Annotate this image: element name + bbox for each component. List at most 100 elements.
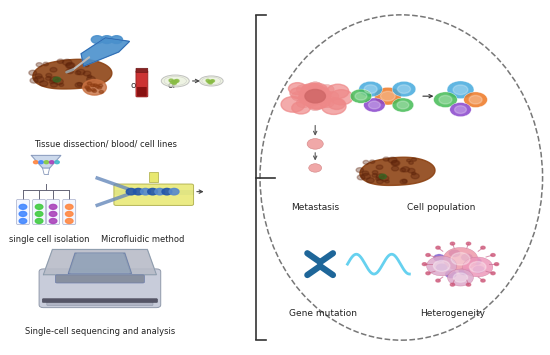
Circle shape bbox=[51, 82, 58, 87]
Circle shape bbox=[67, 63, 74, 68]
Circle shape bbox=[35, 76, 44, 82]
Circle shape bbox=[406, 159, 411, 162]
Circle shape bbox=[44, 161, 48, 164]
Circle shape bbox=[491, 272, 495, 275]
Circle shape bbox=[426, 253, 430, 256]
Circle shape bbox=[211, 80, 215, 82]
Circle shape bbox=[436, 263, 448, 271]
Circle shape bbox=[141, 189, 150, 195]
Circle shape bbox=[469, 95, 482, 104]
Circle shape bbox=[328, 98, 345, 109]
Circle shape bbox=[172, 80, 176, 83]
Circle shape bbox=[46, 73, 52, 77]
Circle shape bbox=[306, 95, 327, 109]
Circle shape bbox=[459, 267, 470, 275]
Circle shape bbox=[372, 174, 377, 177]
Circle shape bbox=[290, 88, 306, 99]
Circle shape bbox=[91, 84, 95, 87]
Circle shape bbox=[87, 60, 92, 64]
Circle shape bbox=[392, 166, 399, 171]
Circle shape bbox=[305, 89, 326, 103]
Circle shape bbox=[377, 179, 383, 184]
Circle shape bbox=[93, 84, 97, 87]
Circle shape bbox=[375, 87, 402, 105]
Circle shape bbox=[65, 219, 73, 223]
Circle shape bbox=[43, 62, 48, 66]
Circle shape bbox=[75, 71, 81, 75]
Circle shape bbox=[19, 212, 27, 217]
Circle shape bbox=[445, 271, 457, 278]
Circle shape bbox=[87, 75, 92, 78]
Circle shape bbox=[364, 85, 377, 93]
Circle shape bbox=[148, 189, 157, 195]
Text: Cell population: Cell population bbox=[408, 203, 476, 212]
Circle shape bbox=[50, 161, 54, 164]
Circle shape bbox=[358, 175, 365, 180]
Circle shape bbox=[350, 89, 372, 103]
FancyBboxPatch shape bbox=[63, 200, 76, 224]
Circle shape bbox=[362, 171, 369, 175]
Circle shape bbox=[409, 161, 414, 164]
Circle shape bbox=[99, 91, 103, 93]
Circle shape bbox=[172, 82, 177, 84]
Circle shape bbox=[402, 167, 410, 172]
Ellipse shape bbox=[161, 75, 189, 87]
Text: single cell isolation: single cell isolation bbox=[9, 235, 89, 244]
Polygon shape bbox=[360, 157, 435, 185]
Circle shape bbox=[50, 204, 57, 209]
Circle shape bbox=[470, 262, 486, 272]
Circle shape bbox=[308, 82, 322, 91]
Circle shape bbox=[296, 98, 311, 108]
Circle shape bbox=[35, 204, 43, 209]
Circle shape bbox=[59, 83, 64, 86]
Circle shape bbox=[392, 161, 399, 165]
Circle shape bbox=[392, 98, 414, 112]
Circle shape bbox=[327, 84, 349, 99]
Circle shape bbox=[35, 219, 43, 223]
Circle shape bbox=[40, 81, 48, 86]
Circle shape bbox=[314, 89, 331, 100]
Circle shape bbox=[466, 242, 471, 245]
Circle shape bbox=[372, 171, 378, 174]
Circle shape bbox=[301, 83, 323, 98]
Circle shape bbox=[54, 79, 63, 84]
Circle shape bbox=[36, 62, 42, 67]
Circle shape bbox=[330, 90, 353, 105]
FancyBboxPatch shape bbox=[56, 275, 145, 283]
Circle shape bbox=[207, 81, 211, 83]
Circle shape bbox=[50, 80, 54, 84]
Circle shape bbox=[92, 89, 97, 92]
Circle shape bbox=[65, 204, 73, 209]
Circle shape bbox=[464, 92, 487, 108]
Circle shape bbox=[30, 78, 38, 83]
Circle shape bbox=[356, 168, 364, 173]
Circle shape bbox=[368, 101, 380, 109]
Circle shape bbox=[65, 212, 73, 217]
Circle shape bbox=[381, 91, 395, 101]
Circle shape bbox=[324, 91, 339, 101]
Circle shape bbox=[76, 69, 85, 75]
Circle shape bbox=[301, 84, 321, 97]
Circle shape bbox=[385, 180, 389, 183]
Ellipse shape bbox=[200, 76, 223, 86]
Circle shape bbox=[307, 83, 328, 97]
Text: Single-cell sequencing and analysis: Single-cell sequencing and analysis bbox=[25, 327, 175, 336]
Circle shape bbox=[320, 98, 334, 108]
Circle shape bbox=[376, 174, 384, 179]
Circle shape bbox=[412, 172, 416, 175]
FancyBboxPatch shape bbox=[16, 200, 29, 224]
Circle shape bbox=[299, 91, 321, 105]
Circle shape bbox=[309, 164, 322, 172]
Circle shape bbox=[101, 36, 113, 43]
Text: Microfluidic method: Microfluidic method bbox=[101, 235, 185, 244]
Circle shape bbox=[63, 59, 72, 65]
Circle shape bbox=[426, 272, 430, 275]
FancyBboxPatch shape bbox=[137, 87, 147, 97]
Circle shape bbox=[308, 101, 322, 111]
Circle shape bbox=[370, 160, 375, 163]
FancyBboxPatch shape bbox=[32, 200, 46, 224]
Circle shape bbox=[376, 177, 381, 180]
Circle shape bbox=[408, 168, 415, 173]
Circle shape bbox=[91, 36, 103, 43]
Circle shape bbox=[455, 106, 466, 114]
